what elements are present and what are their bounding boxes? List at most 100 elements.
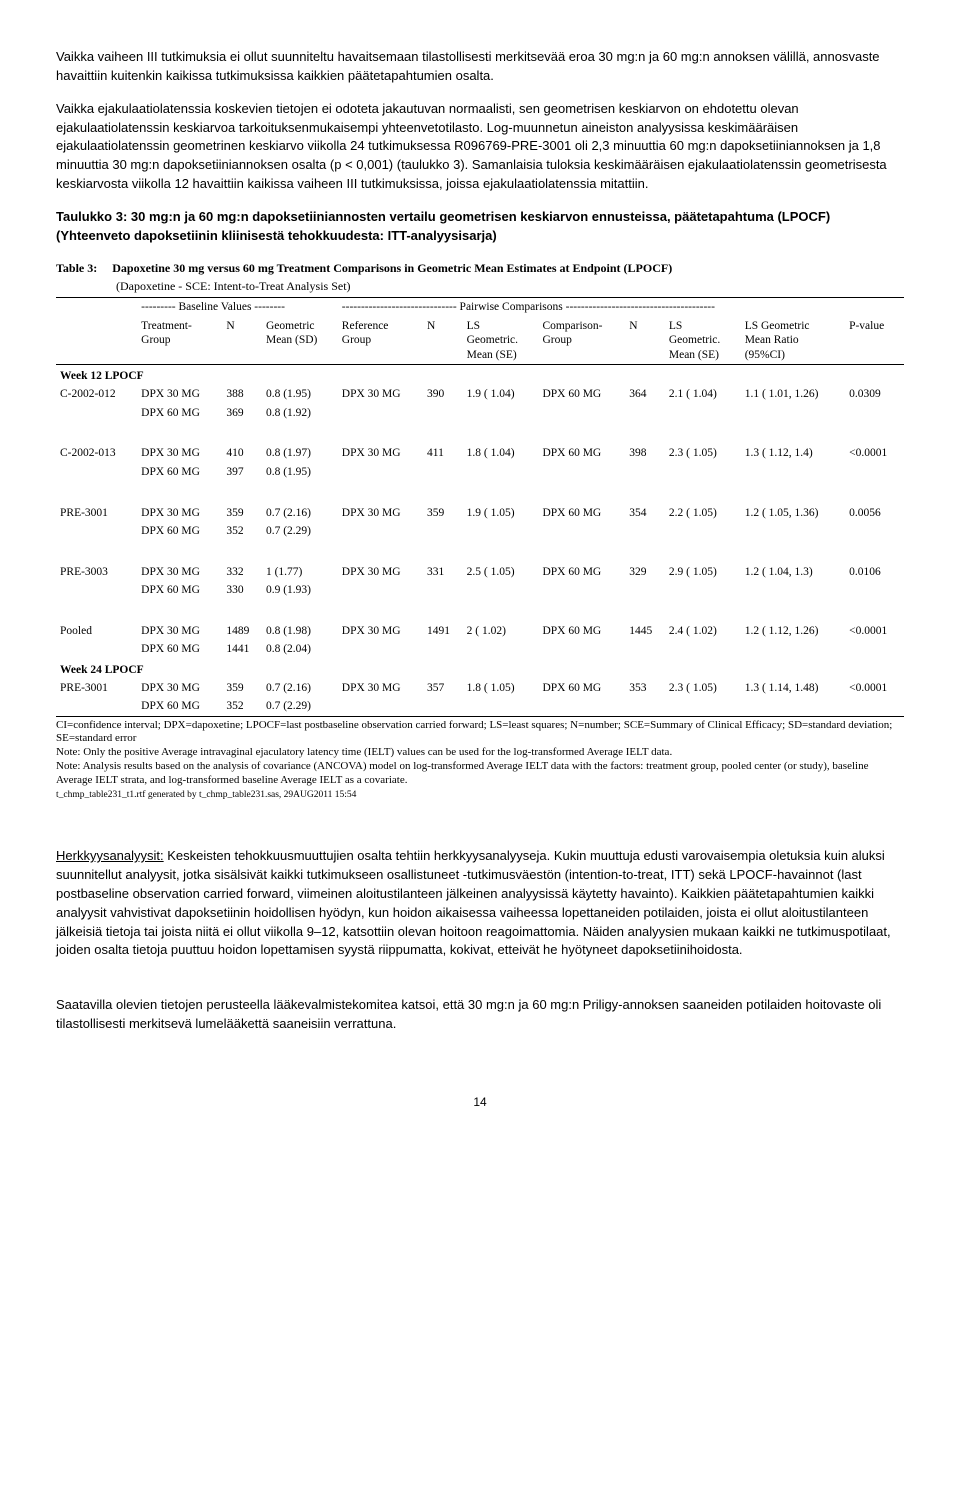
table-section-head: Week 12 LPOCF — [56, 364, 904, 385]
table-cell: 2.2 ( 1.05) — [665, 504, 741, 522]
table-row — [56, 422, 904, 444]
table-cell: DPX 60 MG — [137, 404, 222, 422]
table-cell — [463, 463, 539, 481]
table-cell — [538, 404, 625, 422]
table-cell: 331 — [423, 563, 463, 581]
table-cell: 397 — [222, 463, 262, 481]
table-row: DPX 60 MG3520.7 (2.29) — [56, 697, 904, 715]
table-cell: DPX 30 MG — [338, 679, 423, 697]
table-cell — [741, 404, 845, 422]
table-cell — [56, 581, 137, 599]
table-cell — [338, 463, 423, 481]
table-cell — [845, 697, 904, 715]
table-cell — [423, 404, 463, 422]
table-cell — [845, 522, 904, 540]
table-cell: 1.9 ( 1.04) — [463, 385, 539, 403]
table-cell — [338, 522, 423, 540]
table-cell — [538, 463, 625, 481]
table-cell: 1491 — [423, 622, 463, 640]
table-cell — [625, 463, 665, 481]
table-cell: 0.8 (1.92) — [262, 404, 338, 422]
table-cell: 0.7 (2.16) — [262, 679, 338, 697]
table-cell: 0.0106 — [845, 563, 904, 581]
table-cell — [463, 697, 539, 715]
page-number: 14 — [56, 1094, 904, 1111]
table-cell: DPX 60 MG — [137, 463, 222, 481]
table-footnote: Note: Analysis results based on the anal… — [56, 760, 904, 788]
col-comparison-group: Comparison-Group — [538, 317, 625, 365]
table-cell: C-2002-013 — [56, 444, 137, 462]
table-cell — [463, 581, 539, 599]
table-cell — [845, 404, 904, 422]
table-cell: 0.7 (2.29) — [262, 697, 338, 715]
col-pvalue: P-value — [845, 317, 904, 365]
table-row: DPX 60 MG3520.7 (2.29) — [56, 522, 904, 540]
table-cell — [56, 404, 137, 422]
table-cell — [665, 697, 741, 715]
table-cell: DPX 30 MG — [137, 563, 222, 581]
table-cell — [665, 640, 741, 658]
table-row: PRE-3001DPX 30 MG3590.7 (2.16)DPX 30 MG3… — [56, 504, 904, 522]
table-footnote: Note: Only the positive Average intravag… — [56, 746, 904, 760]
table-cell: 359 — [222, 679, 262, 697]
table-cell: 0.0056 — [845, 504, 904, 522]
table-cell: C-2002-012 — [56, 385, 137, 403]
table-row: C-2002-013DPX 30 MG4100.8 (1.97)DPX 30 M… — [56, 444, 904, 462]
table-cell: 1.9 ( 1.05) — [463, 504, 539, 522]
table-row: PRE-3003DPX 30 MG3321 (1.77)DPX 30 MG331… — [56, 563, 904, 581]
table-cell: DPX 60 MG — [137, 640, 222, 658]
table-cell: 2.5 ( 1.05) — [463, 563, 539, 581]
table-row — [56, 599, 904, 621]
table-cell: 352 — [222, 522, 262, 540]
col-ls-geomean-se-2: LSGeometric.Mean (SE) — [665, 317, 741, 365]
table-cell — [463, 640, 539, 658]
col-n2: N — [423, 317, 463, 365]
table-cell — [625, 581, 665, 599]
table-cell: 1.2 ( 1.04, 1.3) — [741, 563, 845, 581]
table-cell — [56, 463, 137, 481]
table3-container: Table 3: Dapoxetine 30 mg versus 60 mg T… — [56, 260, 904, 804]
table-cell — [845, 463, 904, 481]
table-cell: 369 — [222, 404, 262, 422]
group-header-baseline: --------- Baseline Values -------- — [137, 298, 338, 317]
table-cell: 411 — [423, 444, 463, 462]
table-column-headers: Treatment-Group N GeometricMean (SD) Ref… — [56, 317, 904, 365]
table-cell: 0.8 (2.04) — [262, 640, 338, 658]
table-cell: 1 (1.77) — [262, 563, 338, 581]
table-cell: PRE-3001 — [56, 504, 137, 522]
table-cell — [665, 581, 741, 599]
table-cell: DPX 30 MG — [137, 444, 222, 462]
table-cell: 0.8 (1.98) — [262, 622, 338, 640]
table-cell: 1.2 ( 1.12, 1.26) — [741, 622, 845, 640]
table-cell: 0.8 (1.95) — [262, 385, 338, 403]
col-n1: N — [222, 317, 262, 365]
table-cell — [423, 522, 463, 540]
table-cell — [625, 640, 665, 658]
table-cell: PRE-3003 — [56, 563, 137, 581]
table3: --------- Baseline Values -------- -----… — [56, 297, 904, 715]
table-cell — [741, 697, 845, 715]
table-row: DPX 60 MG3970.8 (1.95) — [56, 463, 904, 481]
table-cell: 2 ( 1.02) — [463, 622, 539, 640]
table-cell — [741, 522, 845, 540]
table-cell: DPX 60 MG — [538, 622, 625, 640]
table-cell — [423, 581, 463, 599]
table-cell: DPX 60 MG — [538, 504, 625, 522]
table-cell: 353 — [625, 679, 665, 697]
table3-title-label: Table 3: — [56, 261, 97, 275]
table3-generated-line: t_chmp_table231_t1.rtf generated by t_ch… — [56, 787, 904, 803]
table3-title: Table 3: Dapoxetine 30 mg versus 60 mg T… — [56, 260, 904, 278]
table-cell: DPX 30 MG — [137, 622, 222, 640]
table-cell: 388 — [222, 385, 262, 403]
table-cell: DPX 30 MG — [338, 622, 423, 640]
table3-subtitle: (Dapoxetine - SCE: Intent-to-Treat Analy… — [56, 278, 904, 297]
table-cell: 359 — [423, 504, 463, 522]
table-cell: 357 — [423, 679, 463, 697]
table-cell — [741, 640, 845, 658]
table-cell — [338, 404, 423, 422]
table-cell: DPX 60 MG — [538, 444, 625, 462]
table-cell — [56, 640, 137, 658]
table-row: DPX 60 MG3300.9 (1.93) — [56, 581, 904, 599]
table-cell: 0.8 (1.97) — [262, 444, 338, 462]
table-row: DPX 60 MG3690.8 (1.92) — [56, 404, 904, 422]
